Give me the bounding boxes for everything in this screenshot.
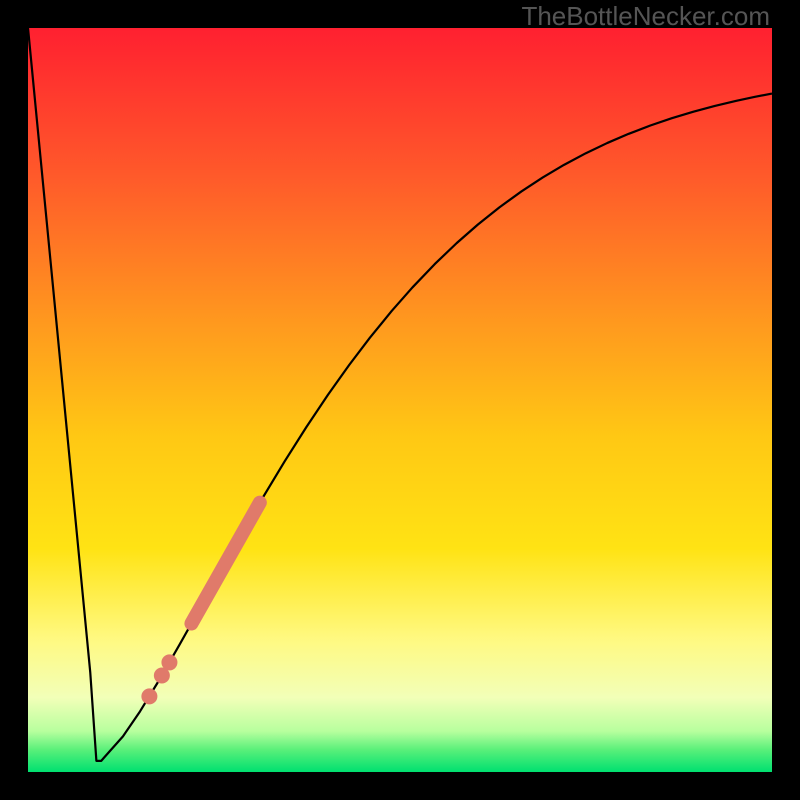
gradient-background bbox=[28, 28, 772, 772]
chart-frame: TheBottleNecker.com bbox=[0, 0, 800, 800]
data-marker bbox=[141, 688, 157, 704]
bottleneck-chart bbox=[0, 0, 800, 800]
watermark-text: TheBottleNecker.com bbox=[521, 1, 770, 32]
data-marker bbox=[154, 668, 170, 684]
